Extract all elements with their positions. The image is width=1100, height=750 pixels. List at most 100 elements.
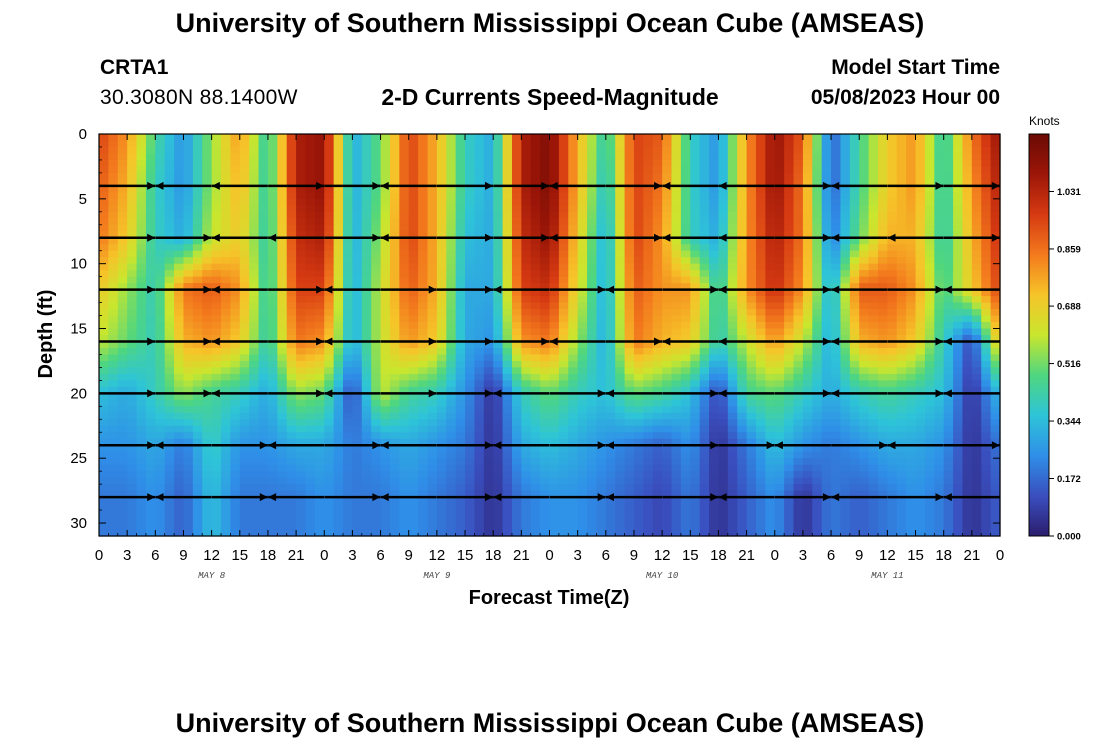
heatmap-cell [117,153,128,161]
heatmap-cell [380,399,391,407]
heatmap-cell [436,302,447,310]
heatmap-cell [314,328,325,336]
heatmap-cell [333,373,344,381]
heatmap-cell [108,159,119,168]
heatmap-cell [831,458,842,466]
heatmap-cell [831,451,842,459]
heatmap-cell [793,399,804,407]
heatmap-cell [446,159,457,168]
heatmap-cell [568,451,579,459]
heatmap-cell [117,146,128,155]
heatmap-cell [108,257,119,265]
heatmap-cell [915,451,926,459]
heatmap-cell [887,367,898,375]
heatmap-cell [249,218,260,226]
heatmap-cell [718,373,729,381]
heatmap-cell [164,205,175,213]
heatmap-cell [136,393,147,401]
heatmap-cell [605,276,616,284]
heatmap-cell [755,283,766,291]
heatmap-cell [896,134,907,142]
heatmap-cell [587,419,598,427]
heatmap-cell [427,172,438,180]
heatmap-cell [145,159,156,168]
heatmap-cell [211,185,222,193]
heatmap-cell [981,328,992,336]
heatmap-cell [755,386,766,394]
heatmap-cell [483,224,494,232]
heatmap-cell [389,237,400,245]
heatmap-cell [465,179,476,187]
heatmap-cell [859,360,870,369]
heatmap-cell [755,367,766,375]
heatmap-cell [502,445,513,453]
heatmap-cell [333,419,344,427]
heatmap-cell [587,425,598,433]
heatmap-cell [981,172,992,180]
heatmap-cell [418,231,429,239]
heatmap-cell [540,315,551,323]
heatmap-cell [380,224,391,232]
heatmap-cell [239,367,250,375]
heatmap-cell [840,185,851,193]
heatmap-cell [380,172,391,180]
heatmap-cell [981,445,992,453]
heatmap-cell [343,270,354,278]
heatmap-cell [211,367,222,375]
heatmap-cell [343,347,354,356]
heatmap-cell [915,192,926,200]
heatmap-cell [192,263,203,271]
heatmap-cell [296,315,307,323]
heatmap-cell [746,445,757,453]
heatmap-cell [267,393,278,401]
heatmap-cell [239,341,250,349]
heatmap-cell [108,244,119,252]
heatmap-cell [314,179,325,187]
heatmap-cell [502,270,513,278]
heatmap-cell [371,322,382,330]
heatmap-cell [127,159,138,168]
heatmap-cell [840,218,851,226]
heatmap-cell [690,263,701,271]
heatmap-cell [981,276,992,284]
heatmap-cell [962,354,973,362]
heatmap-cell [427,289,438,297]
heatmap-cell [971,302,982,310]
heatmap-cell [793,347,804,356]
heatmap-cell [427,406,438,414]
heatmap-cell [718,445,729,453]
heatmap-cell [774,458,785,466]
heatmap-cell [230,458,241,466]
heatmap-cell [418,270,429,278]
heatmap-cell [840,211,851,219]
heatmap-cell [953,134,964,142]
heatmap-cell [399,367,410,375]
heatmap-cell [145,218,156,226]
heatmap-cell [277,464,288,472]
heatmap-cell [108,276,119,284]
heatmap-cell [314,445,325,453]
heatmap-cell [690,322,701,330]
heatmap-cell [699,322,710,330]
heatmap-cell [446,263,457,271]
heatmap-cell [314,354,325,362]
heatmap-cell [465,231,476,239]
heatmap-cell [887,425,898,433]
heatmap-cell [924,309,935,317]
heatmap-cell [990,380,1001,388]
heatmap-cell [877,406,888,414]
heatmap-cell [455,373,466,381]
heatmap-cell [680,172,691,180]
heatmap-cell [502,341,513,349]
heatmap-cell [699,185,710,193]
heatmap-cell [380,302,391,310]
heatmap-cell [596,367,607,375]
heatmap-cell [615,263,626,271]
heatmap-cell [596,296,607,304]
heatmap-cell [953,445,964,453]
heatmap-cell [690,412,701,420]
heatmap-cell [652,205,663,213]
heatmap-cell [737,445,748,453]
heatmap-cell [737,296,748,304]
heatmap-cell [896,445,907,453]
